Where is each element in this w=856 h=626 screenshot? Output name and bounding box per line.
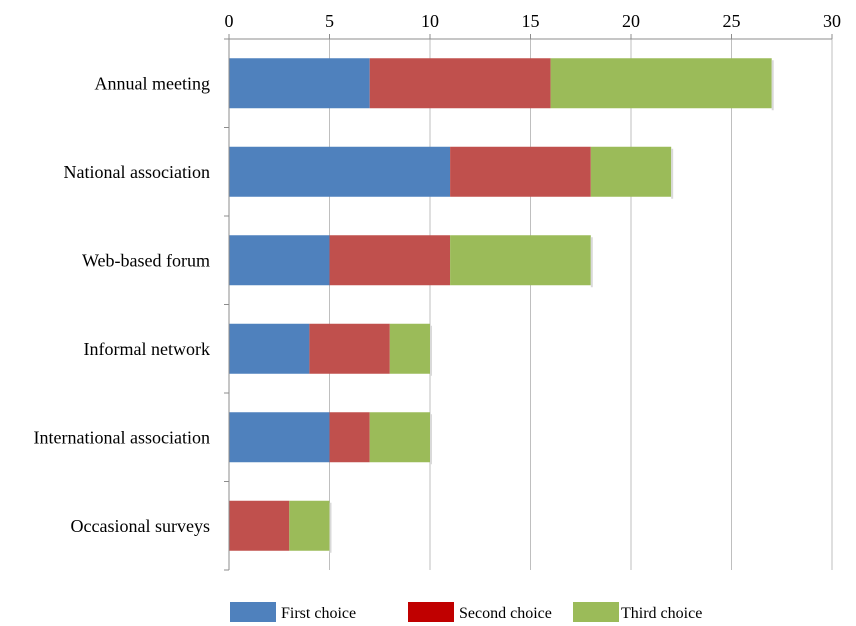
bar-segment <box>329 235 451 286</box>
category-label: International association <box>34 427 210 447</box>
legend: First choice Second choice Third choice <box>230 602 702 622</box>
bar-segment <box>369 412 430 463</box>
x-tick-label: 15 <box>522 11 540 31</box>
bar-segment <box>229 235 330 286</box>
bar-segment <box>229 412 330 463</box>
category-label: Annual meeting <box>95 73 210 93</box>
bar-shadow <box>671 148 674 199</box>
legend-label: Second choice <box>459 605 552 622</box>
x-tick-label: 25 <box>723 11 741 31</box>
labels: 0 5 10 15 20 25 30 Annual meeting National assoc… <box>34 11 841 536</box>
legend-swatch <box>573 602 619 622</box>
category-label: Occasional surveys <box>71 516 210 536</box>
bar-segment <box>450 146 591 197</box>
bar-segment <box>309 323 390 374</box>
x-tick-label: 5 <box>325 11 334 31</box>
bar-segment <box>329 412 370 463</box>
bar-segment <box>389 323 430 374</box>
bar-segment <box>450 235 591 286</box>
x-tick-label: 0 <box>225 11 234 31</box>
bar-shadow <box>771 60 774 111</box>
bar-segment <box>229 58 370 109</box>
category-label: Web-based forum <box>82 250 210 270</box>
gridlines <box>329 39 833 570</box>
bar-shadow <box>430 325 432 376</box>
legend-label: First choice <box>281 605 356 622</box>
bar-shadow <box>329 502 332 553</box>
x-tick-label: 30 <box>823 11 841 31</box>
x-tick-label: 20 <box>622 11 640 31</box>
x-tick-label: 10 <box>421 11 439 31</box>
legend-swatch <box>408 602 454 622</box>
axes <box>224 34 833 571</box>
legend-swatch <box>230 602 276 622</box>
bar-segment <box>229 500 290 551</box>
bar-segment <box>369 58 551 109</box>
bar-segment <box>229 146 451 197</box>
bar-segment <box>550 58 772 109</box>
bar-shadow <box>430 414 432 465</box>
bar-segment <box>229 323 310 374</box>
bar-segment <box>590 146 672 197</box>
category-label: National association <box>64 162 210 182</box>
bars <box>229 58 774 553</box>
category-label: Informal network <box>84 339 210 359</box>
bar-shadow <box>590 237 593 288</box>
bar-segment <box>289 500 330 551</box>
legend-label: Third choice <box>621 605 702 622</box>
